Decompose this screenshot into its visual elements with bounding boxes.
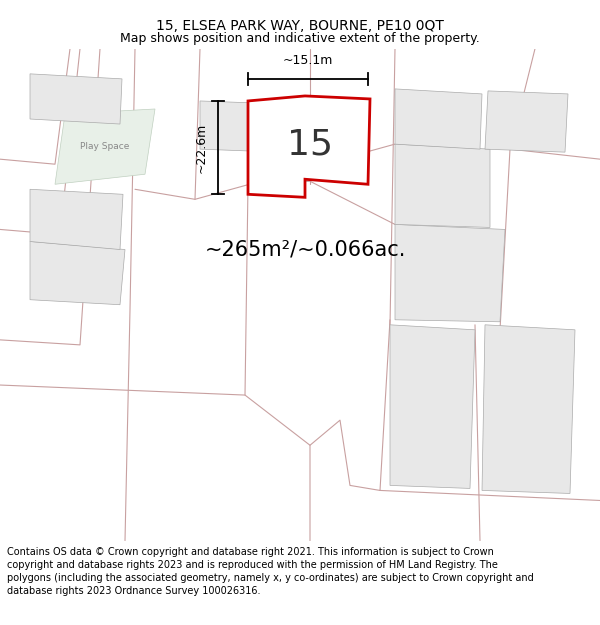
Polygon shape bbox=[30, 241, 125, 305]
Polygon shape bbox=[30, 74, 122, 124]
Polygon shape bbox=[200, 101, 282, 152]
Polygon shape bbox=[55, 109, 155, 184]
Polygon shape bbox=[248, 96, 370, 198]
Text: Play Space: Play Space bbox=[80, 142, 130, 151]
Text: 15, ELSEA PARK WAY, BOURNE, PE10 0QT: 15, ELSEA PARK WAY, BOURNE, PE10 0QT bbox=[156, 19, 444, 33]
Text: Contains OS data © Crown copyright and database right 2021. This information is : Contains OS data © Crown copyright and d… bbox=[7, 547, 534, 596]
Polygon shape bbox=[395, 224, 505, 322]
Text: ~15.1m: ~15.1m bbox=[283, 54, 333, 67]
Text: ~265m²/~0.066ac.: ~265m²/~0.066ac. bbox=[205, 239, 406, 259]
Polygon shape bbox=[390, 325, 475, 488]
Text: ~22.6m: ~22.6m bbox=[195, 122, 208, 172]
Polygon shape bbox=[395, 144, 490, 228]
Polygon shape bbox=[248, 101, 308, 181]
Polygon shape bbox=[482, 325, 575, 494]
Text: Map shows position and indicative extent of the property.: Map shows position and indicative extent… bbox=[120, 32, 480, 45]
Polygon shape bbox=[395, 89, 482, 149]
Polygon shape bbox=[30, 189, 123, 249]
Text: 15: 15 bbox=[287, 127, 333, 161]
Polygon shape bbox=[485, 91, 568, 152]
